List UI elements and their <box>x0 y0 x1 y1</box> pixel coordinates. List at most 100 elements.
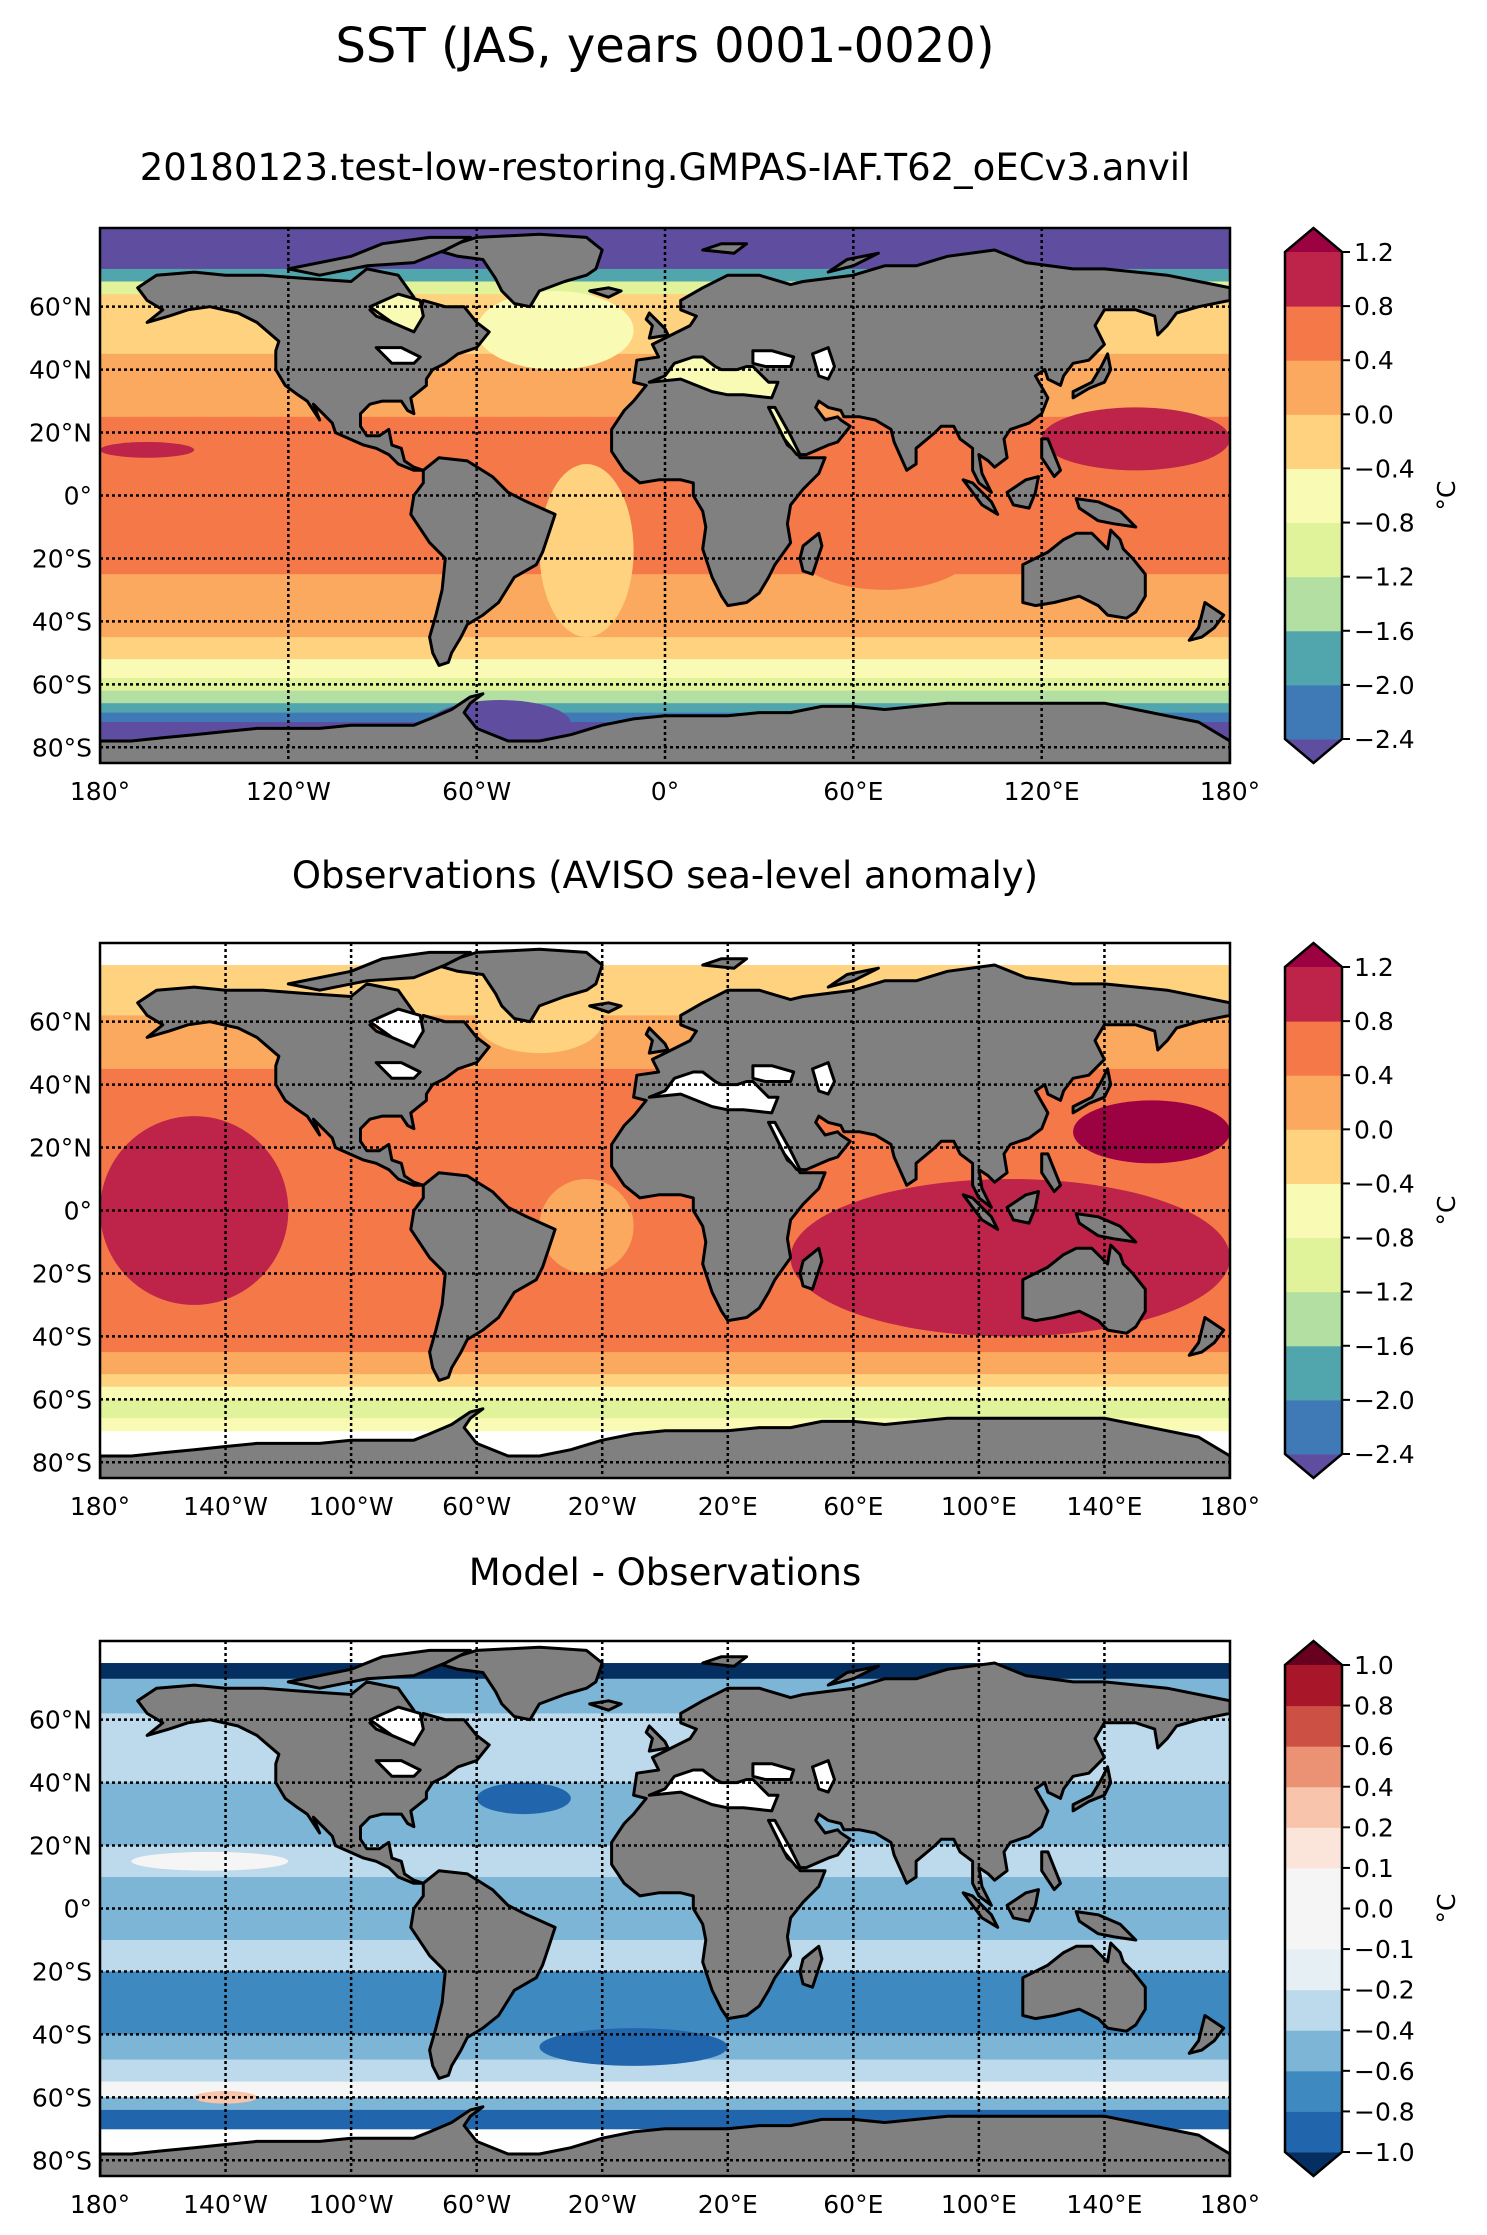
colorbar-tick-label: −1.6 <box>1354 1332 1415 1361</box>
colorbar-tick-label: 0.1 <box>1354 1854 1394 1883</box>
land <box>100 1645 1230 2176</box>
xtick-label: 60°E <box>823 1492 883 1521</box>
landmass-southAmerica <box>409 1171 557 1382</box>
inland-water-greatLakes <box>374 346 422 365</box>
xtick-label: 60°E <box>823 2190 883 2219</box>
landmass-svalbard <box>701 1655 749 1668</box>
colorbar-tick-label: −0.4 <box>1354 1169 1415 1198</box>
contour-feature <box>790 495 979 590</box>
colorbar-tick-label: 0.8 <box>1354 1007 1394 1036</box>
ytick-label: 40°N <box>29 1071 92 1100</box>
colorbar-extend-min <box>1285 739 1342 763</box>
landmass-southAmerica <box>409 1869 557 2080</box>
xtick-label: 140°W <box>183 1492 268 1521</box>
landmass-canadaIslands <box>286 950 472 992</box>
xtick-label: 120°E <box>1004 777 1080 806</box>
map-area <box>100 943 1230 1478</box>
colorbar-swatch <box>1285 576 1342 632</box>
xtick-label: 100°W <box>309 2190 394 2219</box>
colorbar-tick-label: −2.4 <box>1354 725 1415 754</box>
ytick-label: 20°N <box>29 1832 92 1861</box>
inland-water-caspian <box>811 346 836 381</box>
ytick-label: 20°S <box>32 1259 92 1288</box>
ytick-label: 60°N <box>29 1706 92 1735</box>
colorbar-tick-label: 0.0 <box>1354 1895 1394 1924</box>
landmass-australia <box>1021 1243 1147 1335</box>
colorbar-tick-label: −2.0 <box>1354 671 1415 700</box>
ytick-label: 80°S <box>32 2146 92 2175</box>
landmass-uk <box>644 1026 670 1055</box>
xtick-label: 140°E <box>1066 2190 1142 2219</box>
ytick-label: 20°S <box>32 544 92 573</box>
colorbar-swatch <box>1285 967 1342 1022</box>
xtick-label: 60°W <box>442 2190 511 2219</box>
colorbar-swatch <box>1285 468 1342 524</box>
landmass-newGuinea <box>1074 497 1138 529</box>
colorbar-swatch <box>1285 1665 1342 1707</box>
inland-water-greatLakes <box>374 1061 422 1080</box>
landmass-borneo <box>1005 1190 1040 1225</box>
colorbar-tick-label: −0.6 <box>1354 2057 1415 2086</box>
contour-feature <box>131 1851 289 1871</box>
inland-water-redSea <box>767 1818 802 1870</box>
xtick-label: 180° <box>70 1492 130 1521</box>
colorbar-tick-label: 1.2 <box>1354 953 1394 982</box>
land <box>100 947 1230 1478</box>
landmass-newGuinea <box>1074 1212 1138 1244</box>
colorbar-swatch <box>1285 360 1342 415</box>
colorbar-extend-max <box>1285 943 1342 967</box>
ytick-label: 0° <box>64 1197 92 1226</box>
panel-title: 20180123.test-low-restoring.GMPAS-IAF.T6… <box>140 146 1191 189</box>
landmass-canadaIslands <box>286 1648 472 1690</box>
contour-band <box>100 1352 1230 1375</box>
map-frame <box>98 941 1232 1480</box>
colorbar-extend-min <box>1285 1454 1342 1478</box>
ytick-label: 0° <box>64 482 92 511</box>
xtick-label: 60°W <box>442 1492 511 1521</box>
landmass-antarctica <box>100 1407 1230 1478</box>
contour-band <box>100 1663 1230 1680</box>
ytick-label: 60°N <box>29 293 92 322</box>
ytick-label: 20°S <box>32 1957 92 1986</box>
contour-feature <box>1041 407 1230 471</box>
landmass-sumatra <box>961 478 1000 516</box>
landmass-canadaIslands <box>286 235 472 277</box>
landmass-antarctica <box>100 2105 1230 2176</box>
colorbar-swatch <box>1285 1021 1342 1076</box>
contour-band <box>100 1374 1230 1388</box>
landmass-newGuinea <box>1074 1910 1138 1942</box>
inland-water-hudson <box>368 1705 425 1747</box>
xtick-label: 20°E <box>698 2190 758 2219</box>
colorbar-swatch <box>1285 1705 1342 1747</box>
xtick-label: 20°E <box>698 1492 758 1521</box>
landmass-svalbard <box>701 957 749 970</box>
colorbar-tick-label: −1.6 <box>1354 617 1415 646</box>
landmass-eurasiaAfrica <box>610 963 1230 1323</box>
colorbar-tick-label: 1.2 <box>1354 238 1394 267</box>
colorbar-extend-max <box>1285 228 1342 252</box>
inland-water-mediterranean <box>647 1070 780 1115</box>
colorbar-tick-label: 0.4 <box>1354 1773 1394 1802</box>
colorbar-swatch <box>1285 2070 1342 2112</box>
contour-band <box>100 1399 1230 1419</box>
colorbar-swatch <box>1285 1827 1342 1869</box>
contour-feature <box>539 464 634 638</box>
ytick-label: 40°S <box>32 607 92 636</box>
xtick-label: 180° <box>1200 777 1260 806</box>
panel-title: Model - Observations <box>469 1551 862 1594</box>
contour-feature <box>100 442 195 458</box>
ytick-label: 60°S <box>32 1385 92 1414</box>
colorbar-tick-label: −0.4 <box>1354 2016 1415 2045</box>
landmass-iceland <box>588 286 623 299</box>
colorbar-tick-label: −0.1 <box>1354 1935 1415 1964</box>
colorbar-swatch <box>1285 1989 1342 2031</box>
xtick-label: 100°E <box>941 2190 1017 2219</box>
colorbar-tick-label: 0.8 <box>1354 292 1394 321</box>
colorbar-swatch <box>1285 1867 1342 1909</box>
colorbar-swatch <box>1285 306 1342 361</box>
landmass-japan <box>1071 352 1113 400</box>
ytick-label: 80°S <box>32 733 92 762</box>
figure-title: SST (JAS, years 0001-0020) <box>335 18 994 74</box>
colorbar-label: °C <box>1432 1196 1461 1226</box>
landmass-borneo <box>1005 1888 1040 1923</box>
